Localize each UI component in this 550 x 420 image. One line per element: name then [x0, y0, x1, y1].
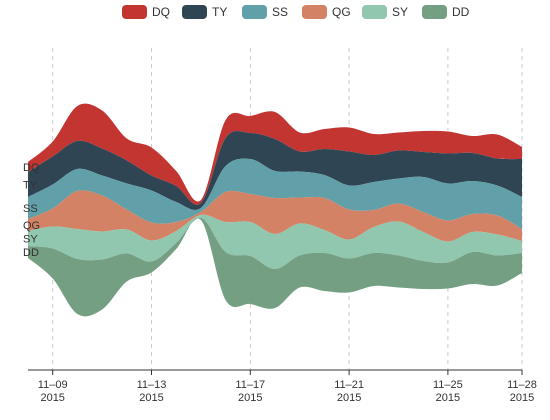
- legend-label[interactable]: QG: [332, 5, 351, 19]
- series-label-qg: QG: [23, 220, 40, 232]
- x-tick-year: 2015: [238, 392, 262, 404]
- stream-dd[interactable]: [28, 217, 522, 317]
- stream-layers: [28, 103, 522, 317]
- legend-item-dd[interactable]: DD: [422, 5, 470, 19]
- legend-label[interactable]: TY: [212, 5, 227, 19]
- x-tick-year: 2015: [337, 392, 361, 404]
- legend-item-dq[interactable]: DQ: [122, 5, 170, 19]
- legend-item-ty[interactable]: TY: [182, 5, 227, 19]
- legend-label[interactable]: DQ: [152, 5, 170, 19]
- x-tick-label: 11–13: [137, 379, 167, 391]
- x-tick-year: 2015: [40, 392, 64, 404]
- legend-item-qg[interactable]: QG: [302, 5, 351, 19]
- series-label-dq: DQ: [23, 162, 40, 174]
- stream-sy[interactable]: [28, 214, 522, 270]
- series-label-sy: SY: [23, 234, 38, 246]
- stream-ss[interactable]: [28, 158, 522, 229]
- x-tick-label: 11–25: [433, 379, 463, 391]
- x-tick-label: 11–09: [38, 379, 68, 391]
- legend-item-ss[interactable]: SS: [242, 5, 288, 19]
- series-label-ss: SS: [23, 203, 38, 215]
- legend[interactable]: DQ TY SS QG SY DD: [122, 5, 470, 19]
- x-tick-label: 11–17: [235, 379, 265, 391]
- legend-swatch[interactable]: [182, 5, 207, 19]
- x-axis: 11–09201511–13201511–17201511–21201511–2…: [28, 369, 537, 404]
- x-tick-label: 11–21: [334, 379, 364, 391]
- x-tick-year: 2015: [139, 392, 163, 404]
- x-tick-label: 11–28: [507, 379, 537, 391]
- stream-dq[interactable]: [28, 103, 522, 205]
- series-label-ty: TY: [23, 180, 38, 192]
- legend-swatch[interactable]: [302, 5, 327, 19]
- stream-qg[interactable]: [28, 190, 522, 242]
- legend-swatch[interactable]: [242, 5, 267, 19]
- legend-label[interactable]: SS: [272, 5, 288, 19]
- x-tick-year: 2015: [436, 392, 460, 404]
- legend-item-sy[interactable]: SY: [362, 5, 408, 19]
- legend-label[interactable]: DD: [452, 5, 470, 19]
- series-label-dd: DD: [23, 247, 39, 259]
- legend-label[interactable]: SY: [392, 5, 408, 19]
- legend-swatch[interactable]: [362, 5, 387, 19]
- legend-swatch[interactable]: [422, 5, 447, 19]
- x-tick-year: 2015: [510, 392, 534, 404]
- stream-ty[interactable]: [28, 131, 522, 211]
- legend-swatch[interactable]: [122, 5, 147, 19]
